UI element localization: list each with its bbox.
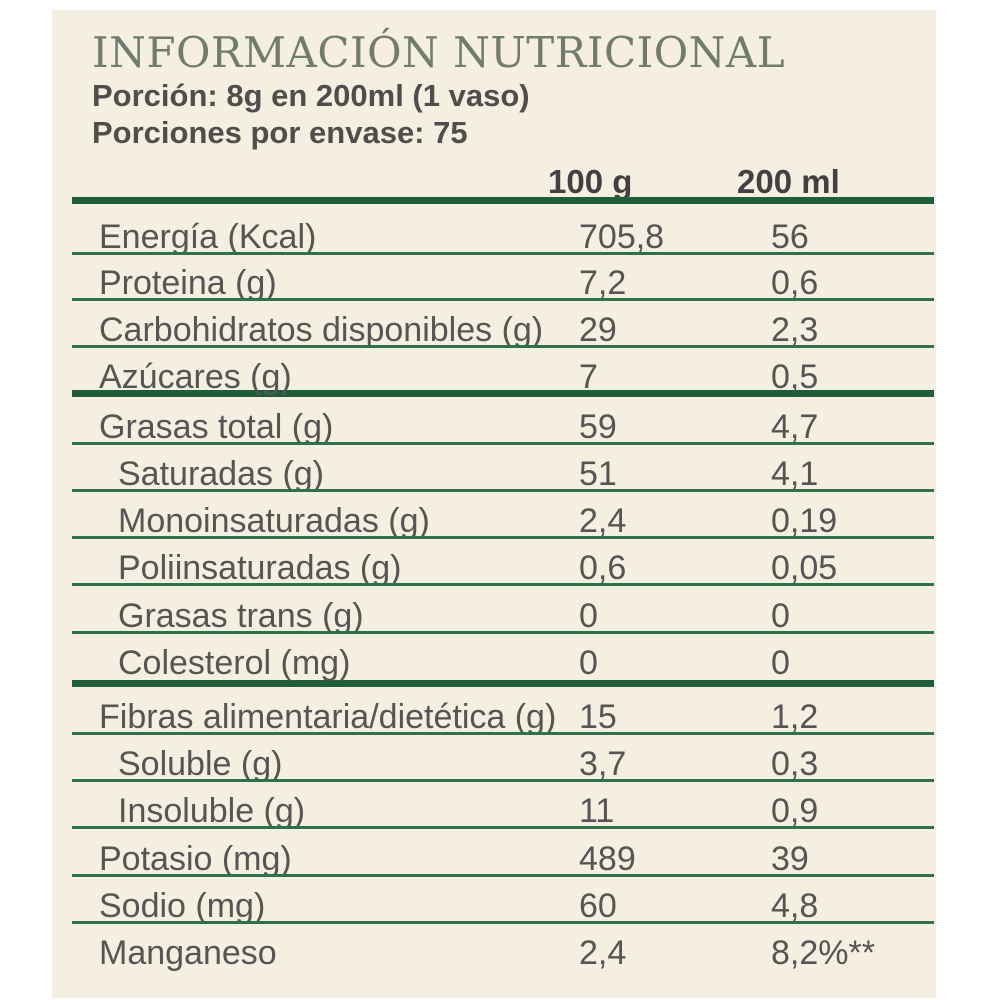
row-label: Fibras alimentaria/dietética (g) xyxy=(99,698,557,736)
table-row-azucares: Azúcares (g) 7 0,5 xyxy=(72,347,934,396)
nutrition-facts-panel: INFORMACIÓN NUTRICIONAL Porción: 8g en 2… xyxy=(52,10,936,998)
row-value-200ml: 4,1 xyxy=(771,455,819,493)
row-label: Potasio (mg) xyxy=(99,840,292,878)
row-value-100g: 51 xyxy=(579,455,617,493)
row-value-200ml: 4,8 xyxy=(771,887,819,925)
table-row-potasio: Potasio (mg) 489 39 xyxy=(72,829,934,878)
row-label: Manganeso xyxy=(99,934,277,972)
column-header-100g: 100 g xyxy=(548,163,633,200)
table-row-proteina: Proteina (g) 7,2 0,6 xyxy=(72,253,934,302)
row-divider xyxy=(72,779,934,782)
row-value-100g: 59 xyxy=(579,408,617,446)
row-value-200ml: 0,3 xyxy=(771,745,819,783)
row-value-200ml: 8,2%** xyxy=(771,934,875,972)
row-value-100g: 29 xyxy=(579,311,617,349)
row-value-200ml: 0,05 xyxy=(771,549,838,587)
row-label: Azúcares (g) xyxy=(99,358,292,396)
row-label: Sodio (mg) xyxy=(99,887,266,925)
row-value-200ml: 0,9 xyxy=(771,792,819,830)
table-row-sodio: Sodio (mg) 60 4,8 xyxy=(72,876,934,925)
row-label: Soluble (g) xyxy=(118,745,283,783)
row-divider xyxy=(72,489,934,492)
row-label: Insoluble (g) xyxy=(118,792,306,830)
thick-divider-fiber xyxy=(72,680,934,687)
row-divider xyxy=(72,252,934,255)
row-divider xyxy=(72,921,934,924)
row-value-100g: 2,4 xyxy=(579,502,627,540)
row-divider xyxy=(72,442,934,445)
table-row-insoluble: Insoluble (g) 11 0,9 xyxy=(72,781,934,830)
table-row-colesterol: Colesterol (mg) 0 0 xyxy=(72,633,934,682)
row-label: Energía (Kcal) xyxy=(99,218,317,256)
table-row-fibras: Fibras alimentaria/dietética (g) 15 1,2 xyxy=(72,687,934,736)
portion-text: Porción: 8g en 200ml (1 vaso) xyxy=(92,78,530,113)
row-value-100g: 3,7 xyxy=(579,745,627,783)
row-label: Saturadas (g) xyxy=(118,455,324,493)
table-row-grasas-total: Grasas total (g) 59 4,7 xyxy=(72,397,934,446)
thick-divider-top xyxy=(72,197,934,204)
row-divider xyxy=(72,732,934,735)
row-value-100g: 0,6 xyxy=(579,549,627,587)
table-row-manganeso: Manganeso 2,4 8,2%** xyxy=(72,923,934,972)
row-label: Carbohidratos disponibles (g) xyxy=(99,311,544,349)
row-label: Grasas trans (g) xyxy=(118,597,364,635)
row-value-200ml: 0,6 xyxy=(771,264,819,302)
row-value-200ml: 39 xyxy=(771,840,809,878)
row-value-100g: 11 xyxy=(579,792,615,830)
row-value-200ml: 1,2 xyxy=(771,698,819,736)
row-value-100g: 0 xyxy=(579,644,598,682)
row-value-100g: 2,4 xyxy=(579,934,627,972)
column-header-200ml: 200 ml xyxy=(737,163,840,200)
row-label: Poliinsaturadas (g) xyxy=(118,549,402,587)
table-row-saturadas: Saturadas (g) 51 4,1 xyxy=(72,444,934,493)
row-divider xyxy=(72,345,934,348)
table-row-energia: Energía (Kcal) 705,8 56 xyxy=(72,207,934,256)
row-value-200ml: 0 xyxy=(771,644,790,682)
row-divider xyxy=(72,631,934,634)
row-divider xyxy=(72,874,934,877)
row-value-100g: 60 xyxy=(579,887,617,925)
row-value-200ml: 56 xyxy=(771,218,809,256)
row-divider xyxy=(72,536,934,539)
row-divider xyxy=(72,583,934,586)
nutrition-title: INFORMACIÓN NUTRICIONAL xyxy=(92,28,786,77)
table-row-carbohidratos: Carbohidratos disponibles (g) 29 2,3 xyxy=(72,300,934,349)
row-divider xyxy=(72,298,934,301)
row-label: Monoinsaturadas (g) xyxy=(118,502,430,540)
row-value-200ml: 0,19 xyxy=(771,502,838,540)
table-row-grasas-trans: Grasas trans (g) 0 0 xyxy=(72,586,934,635)
row-value-200ml: 0 xyxy=(771,597,790,635)
row-value-200ml: 0,5 xyxy=(771,358,819,396)
servings-text: Porciones por envase: 75 xyxy=(92,115,468,150)
row-value-100g: 489 xyxy=(579,840,636,878)
row-label: Colesterol (mg) xyxy=(118,644,351,682)
row-value-100g: 15 xyxy=(579,698,617,736)
row-label: Grasas total (g) xyxy=(99,408,334,446)
row-value-200ml: 4,7 xyxy=(771,408,819,446)
table-row-monoinsaturadas: Monoinsaturadas (g) 2,4 0,19 xyxy=(72,491,934,540)
row-value-100g: 0 xyxy=(579,597,598,635)
row-label: Proteina (g) xyxy=(99,264,277,302)
row-value-200ml: 2,3 xyxy=(771,311,819,349)
row-value-100g: 7,2 xyxy=(579,264,627,302)
row-value-100g: 7 xyxy=(579,358,598,396)
row-divider xyxy=(72,826,934,829)
row-value-100g: 705,8 xyxy=(579,218,665,256)
thick-divider-fats xyxy=(72,390,934,397)
table-row-soluble: Soluble (g) 3,7 0,3 xyxy=(72,734,934,783)
table-row-poliinsaturadas: Poliinsaturadas (g) 0,6 0,05 xyxy=(72,538,934,587)
